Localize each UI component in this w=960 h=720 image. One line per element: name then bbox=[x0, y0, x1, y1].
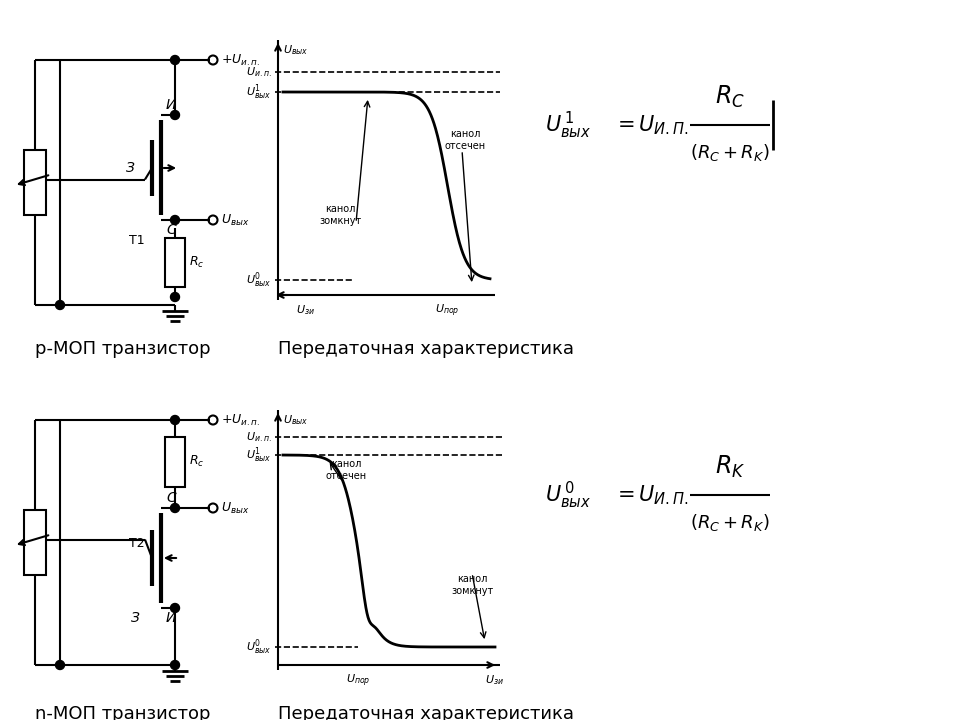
Text: $U^0_{\mathit{вых}}$: $U^0_{\mathit{вых}}$ bbox=[247, 637, 272, 657]
Text: $U_{\mathit{пор}}$: $U_{\mathit{пор}}$ bbox=[435, 303, 460, 320]
Text: $U^1_{\mathit{вых}}$: $U^1_{\mathit{вых}}$ bbox=[247, 445, 272, 465]
Text: T1: T1 bbox=[130, 234, 145, 247]
Text: $U_{\mathit{вых}}$: $U_{\mathit{вых}}$ bbox=[283, 413, 308, 427]
Text: канол
зомкнут: канол зомкнут bbox=[319, 204, 361, 226]
Circle shape bbox=[171, 55, 180, 65]
Text: $R_c$: $R_c$ bbox=[189, 255, 204, 270]
Text: $U_{\mathit{и.п.}}$: $U_{\mathit{и.п.}}$ bbox=[246, 430, 272, 444]
Text: $U^{\,1}_{\mathit{вых}}$: $U^{\,1}_{\mathit{вых}}$ bbox=[545, 109, 591, 140]
Text: И: И bbox=[166, 611, 177, 625]
Bar bbox=[24, 510, 46, 575]
Text: канол
отсечен: канол отсечен bbox=[444, 129, 486, 150]
Circle shape bbox=[171, 415, 180, 425]
Circle shape bbox=[171, 110, 180, 120]
Circle shape bbox=[171, 603, 180, 613]
Text: $U_{\mathit{пор}}$: $U_{\mathit{пор}}$ bbox=[347, 673, 371, 690]
Text: $R_c$: $R_c$ bbox=[189, 454, 204, 469]
Text: Передаточная характеристика: Передаточная характеристика bbox=[278, 340, 574, 358]
Text: $+U_{\mathit{и.п.}}$: $+U_{\mathit{и.п.}}$ bbox=[221, 413, 260, 428]
Text: С: С bbox=[166, 491, 176, 505]
Circle shape bbox=[171, 660, 180, 670]
Text: $U_{\mathit{зи}}$: $U_{\mathit{зи}}$ bbox=[486, 673, 505, 687]
Text: $U^{\,0}_{\mathit{вых}}$: $U^{\,0}_{\mathit{вых}}$ bbox=[545, 480, 591, 510]
Text: Передаточная характеристика: Передаточная характеристика bbox=[278, 705, 574, 720]
Circle shape bbox=[56, 660, 64, 670]
Bar bbox=[165, 436, 185, 487]
Text: З: З bbox=[131, 611, 139, 625]
Text: канол
отсечен: канол отсечен bbox=[325, 459, 367, 481]
Circle shape bbox=[171, 215, 180, 225]
Circle shape bbox=[171, 292, 180, 302]
Text: канол
зомкнут: канол зомкнут bbox=[451, 575, 493, 596]
Text: И: И bbox=[166, 98, 177, 112]
Text: $= U_{\mathit{И.П.}}$: $= U_{\mathit{И.П.}}$ bbox=[613, 483, 688, 507]
Text: $(R_C + R_K)$: $(R_C + R_K)$ bbox=[690, 142, 770, 163]
Text: $U^1_{\mathit{вых}}$: $U^1_{\mathit{вых}}$ bbox=[247, 82, 272, 102]
Text: $= U_{\mathit{И.П.}}$: $= U_{\mathit{И.П.}}$ bbox=[613, 113, 688, 137]
Text: $U_{\mathit{вых}}$: $U_{\mathit{вых}}$ bbox=[221, 500, 250, 516]
Bar bbox=[24, 150, 46, 215]
Text: T2: T2 bbox=[130, 537, 145, 550]
Text: З: З bbox=[126, 161, 134, 174]
Text: $U_{\mathit{зи}}$: $U_{\mathit{зи}}$ bbox=[297, 303, 316, 317]
Text: $U_{\mathit{вых}}$: $U_{\mathit{вых}}$ bbox=[283, 43, 308, 57]
Text: $U_{\mathit{вых}}$: $U_{\mathit{вых}}$ bbox=[221, 212, 250, 228]
Text: $U_{\mathit{и.п.}}$: $U_{\mathit{и.п.}}$ bbox=[246, 65, 272, 79]
Text: С: С bbox=[166, 223, 176, 237]
Text: $(R_C + R_K)$: $(R_C + R_K)$ bbox=[690, 512, 770, 533]
Bar bbox=[165, 238, 185, 287]
Text: $U^0_{\mathit{вых}}$: $U^0_{\mathit{вых}}$ bbox=[247, 270, 272, 289]
Text: p-МОП транзистор: p-МОП транзистор bbox=[35, 340, 210, 358]
Text: n-МОП транзистор: n-МОП транзистор bbox=[35, 705, 210, 720]
Circle shape bbox=[56, 300, 64, 310]
Text: $R_C$: $R_C$ bbox=[715, 84, 745, 110]
Text: $R_K$: $R_K$ bbox=[715, 454, 745, 480]
Circle shape bbox=[171, 503, 180, 513]
Text: $+U_{\mathit{и.п.}}$: $+U_{\mathit{и.п.}}$ bbox=[221, 53, 260, 68]
